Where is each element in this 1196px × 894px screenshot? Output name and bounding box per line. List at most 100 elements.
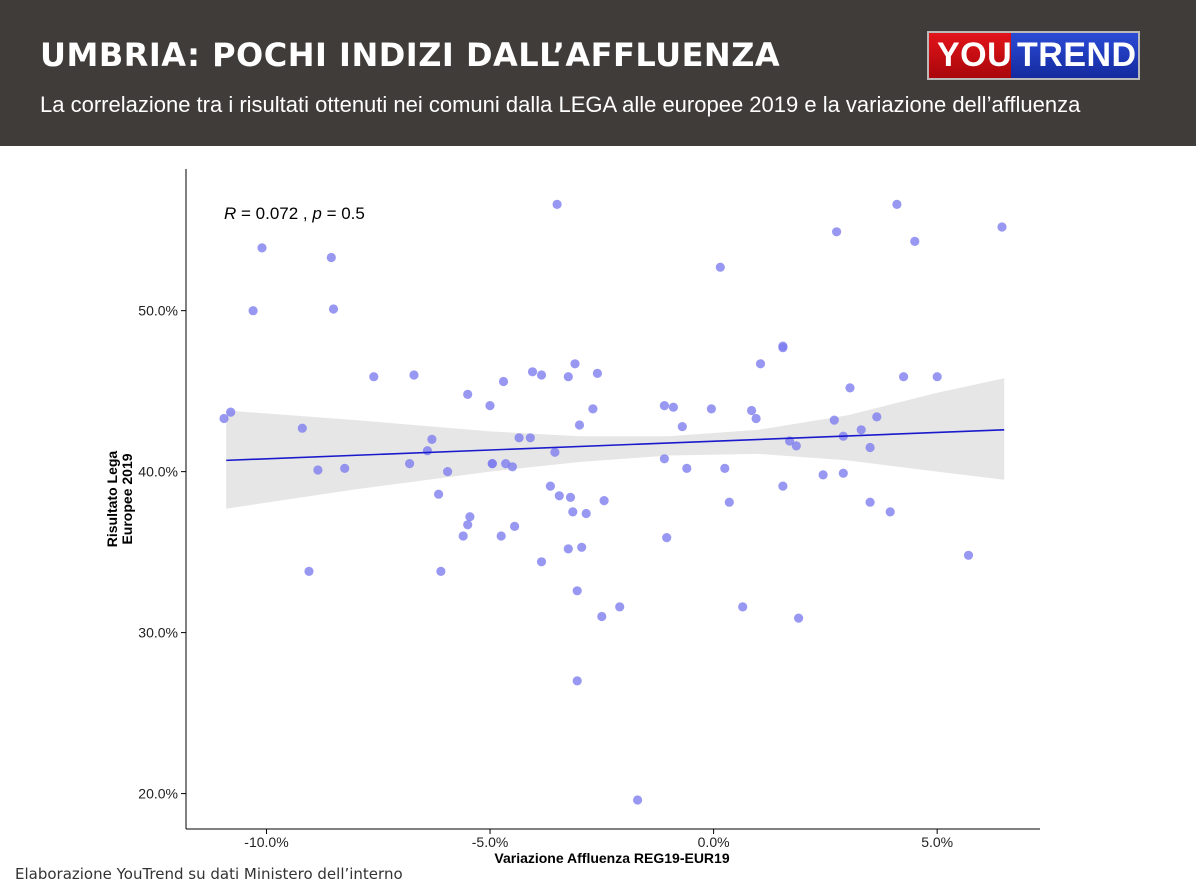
y-tick-label: 20.0% [138,786,178,802]
data-point [550,447,560,457]
data-point [465,512,475,522]
data-point [865,442,875,453]
source-note: Elaborazione YouTrend su dati Ministero … [15,865,403,883]
data-point [778,481,788,491]
x-tick-label: 0.0% [698,834,730,850]
youtrend-logo: YOU TREND [927,31,1140,80]
scatter-chart: -10.0% -5.0% 0.0% 5.0%20.0%30.0%40.0%50.0% … [104,169,1040,866]
data-point [514,433,524,443]
data-point [536,557,547,567]
data-point [226,407,236,417]
data-point [738,602,748,612]
regression-line [226,428,1005,462]
data-point [219,413,229,424]
data-point [536,370,547,380]
y-axis-title-line-1: Risultato Lega [104,451,120,548]
data-point [932,372,942,382]
data-point [838,468,848,478]
data-point [724,497,734,507]
data-point [794,613,804,623]
data-point [677,422,687,432]
data-point [668,402,679,412]
data-point [963,550,974,560]
data-point [552,199,562,209]
data-point [436,566,446,577]
data-point [422,446,432,456]
data-point [910,236,920,246]
data-point [570,359,580,369]
data-point [527,367,538,377]
y-tick-label: 30.0% [138,625,178,641]
data-point [997,222,1007,232]
data-point [434,489,444,499]
data-point [599,496,609,506]
data-point [463,520,473,530]
x-tick-label: -5.0% [472,834,509,850]
data-point [563,372,573,382]
data-point [615,602,625,612]
annotation-p-value: = 0.5 [322,204,365,223]
data-point [577,542,587,552]
data-point [313,465,323,475]
data-point [328,304,339,314]
data-point [297,423,307,433]
data-point [872,412,882,422]
data-point [340,463,350,473]
data-point [885,507,895,517]
x-axis-title: Variazione Affluenza REG19-EUR19 [494,850,729,866]
logo-part-you: YOU [929,33,1012,78]
data-point [405,459,415,469]
data-point [659,454,670,464]
data-point [715,262,725,272]
data-point [633,795,643,805]
data-point [659,401,670,411]
data-point [498,376,509,387]
x-tick-label: -10.0% [244,834,288,850]
correlation-annotation: R = 0.072 , p = 0.5 [224,204,365,223]
data-point [304,566,314,577]
regression-line-layer [226,428,1005,462]
data-point [485,401,495,411]
page-subtitle: La correlazione tra i risultati ottenuti… [40,92,1081,117]
confidence-band-layer [226,378,1005,509]
data-point [588,404,598,414]
y-axis-title-line-2: Europee 2019 [119,453,135,544]
data-point [525,433,535,443]
data-point [554,491,564,501]
data-point [592,368,603,378]
data-point [791,441,801,451]
data-point [443,467,453,477]
annotation-r-label: R [224,204,236,223]
data-point [257,243,267,253]
data-point [568,507,578,517]
data-point [545,481,556,491]
data-point [463,389,473,399]
data-point [662,533,672,543]
annotation-r-value: = 0.072 , [236,204,312,223]
data-point [706,404,717,414]
data-point [369,372,379,382]
data-point [326,252,336,263]
data-point [487,459,497,469]
page-title: UMBRIA: POCHI INDIZI DALL’AFFLUENZA [40,36,781,74]
data-point [572,586,582,596]
data-point [682,463,692,473]
data-point [574,420,585,430]
data-point [509,521,520,532]
data-point [458,531,468,541]
data-point [496,531,506,541]
data-point [409,370,419,380]
logo-part-trend: TREND [1011,33,1138,78]
data-point [832,227,842,237]
data-point [747,405,757,416]
confidence-band [226,378,1005,509]
points-layer [219,199,1007,805]
data-point [845,383,855,393]
data-point [565,492,576,502]
y-tick-label: 50.0% [138,303,178,319]
data-point [778,343,788,353]
data-point [507,462,517,472]
data-point [427,434,437,444]
data-point [720,463,730,473]
x-tick-label: 5.0% [921,834,953,850]
